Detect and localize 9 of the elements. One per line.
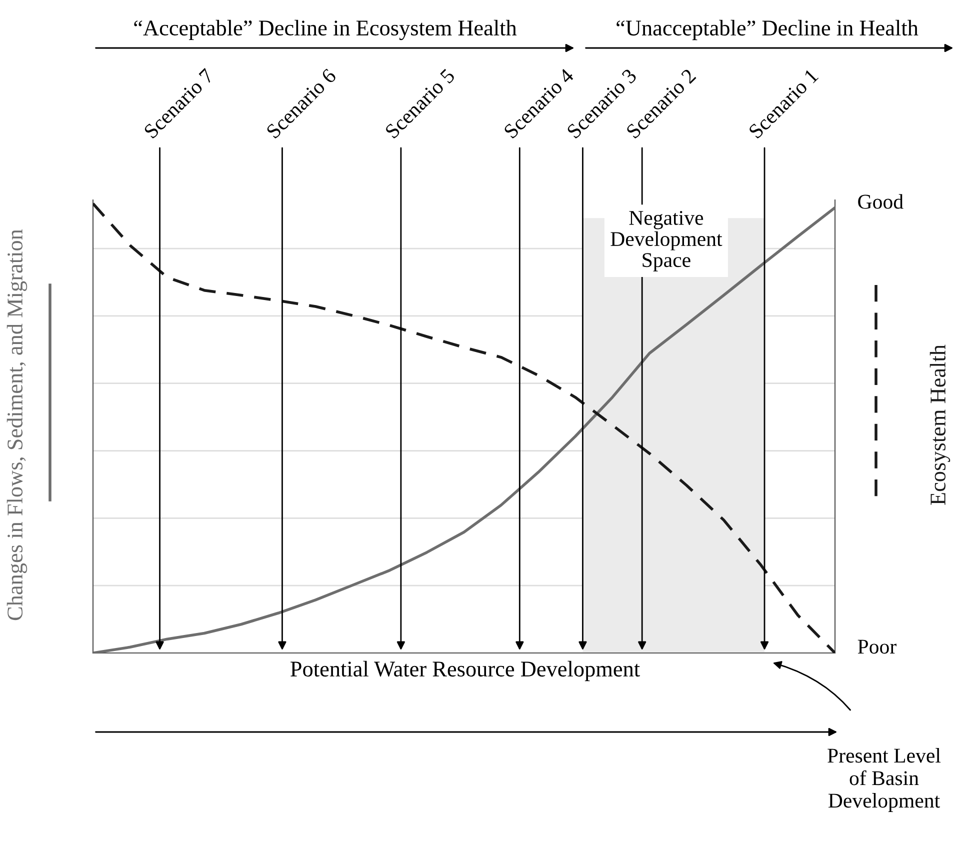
text: Present Level of Basin Development: [828, 748, 941, 812]
x-axis-title: Potential Water Resource Development: [290, 660, 640, 682]
text: “Unacceptable” Decline in Health: [616, 20, 918, 40]
text: Ecosystem Health: [930, 344, 950, 505]
text: Changes in Flows, Sediment, and Migration: [6, 229, 28, 620]
annotation: Negative Development Space: [610, 210, 722, 272]
text: “Acceptable” Decline in Ecosystem Health: [134, 20, 517, 40]
text: Poor: [858, 640, 896, 654]
text: Good: [858, 194, 904, 209]
